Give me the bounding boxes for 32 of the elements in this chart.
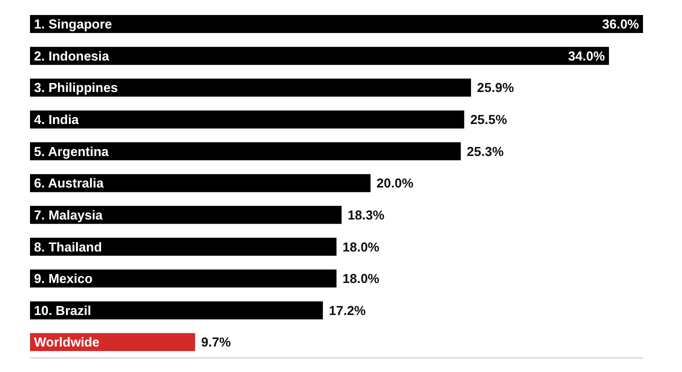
bar <box>30 270 336 288</box>
data-label: 20.0% <box>376 176 414 191</box>
bar <box>30 206 342 224</box>
data-label: 36.0% <box>602 16 640 32</box>
data-label: 18.3% <box>348 207 385 222</box>
y-tick-label: 10. Brazil <box>34 302 92 318</box>
y-tick-label: 2. Indonesia <box>34 48 110 64</box>
bar <box>30 142 461 160</box>
bar <box>30 15 643 33</box>
data-label: 25.5% <box>470 112 508 128</box>
data-label: 25.3% <box>466 144 504 159</box>
data-label: 18.0% <box>342 271 380 286</box>
y-tick-label: 8. Thailand <box>34 239 102 254</box>
data-label: 17.2% <box>328 302 366 318</box>
y-tick-label: Worldwide <box>34 334 100 350</box>
bar <box>30 301 323 320</box>
bar <box>30 238 336 256</box>
bar <box>30 110 464 128</box>
data-label: 34.0% <box>568 48 606 64</box>
data-label: 18.0% <box>342 239 380 254</box>
bar <box>30 174 371 192</box>
bar <box>30 78 472 97</box>
data-label: 25.9% <box>477 80 514 96</box>
y-tick-label: 5. Argentina <box>34 144 110 159</box>
y-tick-label: 1. Singapore <box>34 16 112 32</box>
y-tick-label: 9. Mexico <box>34 271 93 286</box>
y-tick-label: 3. Philippines <box>34 80 118 96</box>
y-tick-label: 7. Malaysia <box>34 207 104 222</box>
y-tick-label: 6. Australia <box>34 176 104 191</box>
data-label: 9.7% <box>201 334 232 350</box>
bar <box>30 46 609 65</box>
y-tick-label: 4. India <box>34 112 80 128</box>
